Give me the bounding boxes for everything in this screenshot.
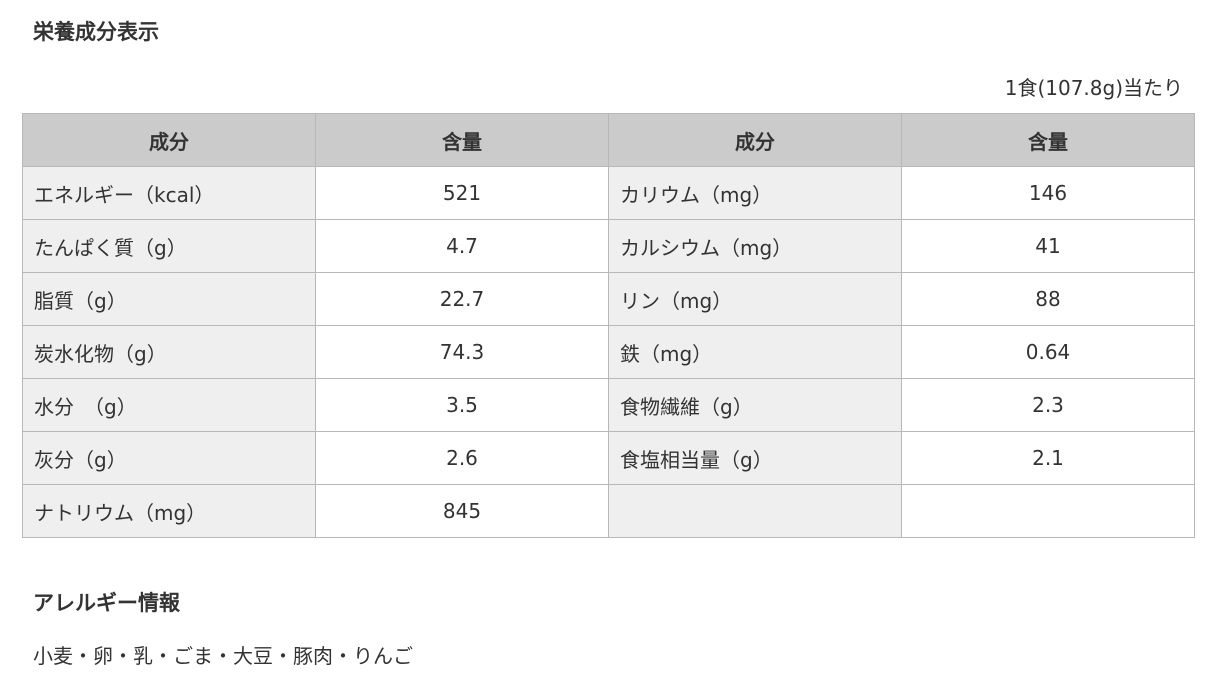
nutrient-amount: 146 <box>901 166 1195 220</box>
nutrient-name: 炭水化物（g） <box>22 325 316 379</box>
nutrient-amount <box>901 484 1195 538</box>
nutrition-table: 成分 含量 成分 含量 エネルギー（kcal） 521 カリウム（mg） 146 たんぱ… <box>22 113 1195 538</box>
page-title: 栄養成分表示 <box>33 20 159 44</box>
nutrition-table-body: エネルギー（kcal） 521 カリウム（mg） 146 たんぱく質（g） 4.7 カルシウ… <box>22 166 1195 538</box>
nutrient-name: リン（mg） <box>608 272 902 326</box>
nutrient-name: カルシウム（mg） <box>608 219 902 273</box>
nutrient-name: 水分 （g） <box>22 378 316 432</box>
nutrient-name: 食物繊維（g） <box>608 378 902 432</box>
nutrient-name: ナトリウム（mg） <box>22 484 316 538</box>
table-row: 炭水化物（g） 74.3 鉄（mg） 0.64 <box>22 325 1195 379</box>
header-amount: 含量 <box>901 113 1195 167</box>
serving-size: 1食(107.8g)当たり <box>1004 76 1183 100</box>
table-row: 水分 （g） 3.5 食物繊維（g） 2.3 <box>22 378 1195 432</box>
nutrient-name: カリウム（mg） <box>608 166 902 220</box>
nutrient-amount: 74.3 <box>315 325 609 379</box>
table-row: 脂質（g） 22.7 リン（mg） 88 <box>22 272 1195 326</box>
header-component: 成分 <box>608 113 902 167</box>
nutrient-amount: 3.5 <box>315 378 609 432</box>
nutrient-name: 脂質（g） <box>22 272 316 326</box>
nutrient-amount: 22.7 <box>315 272 609 326</box>
nutrient-name: 灰分（g） <box>22 431 316 485</box>
allergy-list: 小麦・卵・乳・ごま・大豆・豚肉・りんご <box>33 644 413 668</box>
table-header-row: 成分 含量 成分 含量 <box>22 113 1195 167</box>
nutrient-name: 鉄（mg） <box>608 325 902 379</box>
nutrient-amount: 845 <box>315 484 609 538</box>
header-component: 成分 <box>22 113 316 167</box>
nutrient-amount: 0.64 <box>901 325 1195 379</box>
nutrient-name: 食塩相当量（g） <box>608 431 902 485</box>
nutrient-name: エネルギー（kcal） <box>22 166 316 220</box>
nutrient-name: たんぱく質（g） <box>22 219 316 273</box>
nutrient-name <box>608 484 902 538</box>
nutrient-amount: 521 <box>315 166 609 220</box>
nutrient-amount: 88 <box>901 272 1195 326</box>
table-row: たんぱく質（g） 4.7 カルシウム（mg） 41 <box>22 219 1195 273</box>
nutrient-amount: 2.6 <box>315 431 609 485</box>
table-row: 灰分（g） 2.6 食塩相当量（g） 2.1 <box>22 431 1195 485</box>
nutrient-amount: 2.3 <box>901 378 1195 432</box>
header-amount: 含量 <box>315 113 609 167</box>
nutrient-amount: 4.7 <box>315 219 609 273</box>
table-row: エネルギー（kcal） 521 カリウム（mg） 146 <box>22 166 1195 220</box>
allergy-title: アレルギー情報 <box>33 591 180 615</box>
table-row: ナトリウム（mg） 845 <box>22 484 1195 538</box>
nutrient-amount: 2.1 <box>901 431 1195 485</box>
nutrient-amount: 41 <box>901 219 1195 273</box>
